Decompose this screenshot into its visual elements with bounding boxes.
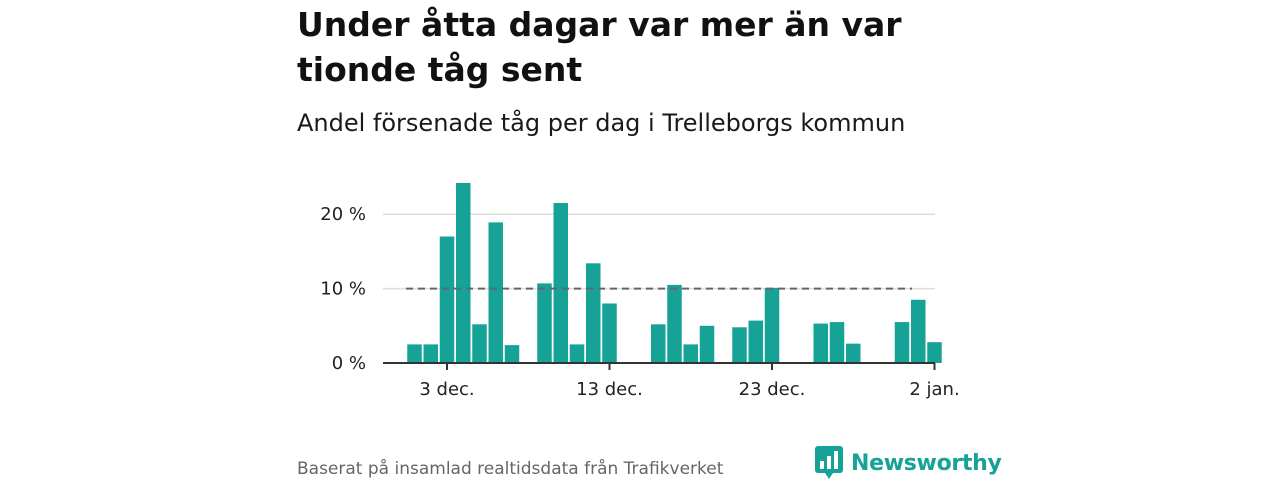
bar [472,324,487,363]
bar [504,345,520,363]
y-tick-label: 20 % [320,204,366,225]
bar [683,344,698,363]
y-tick-label: 10 % [320,279,366,300]
bar [586,263,601,363]
bars [407,182,942,363]
bar [846,343,861,363]
bar [813,323,828,363]
bar [732,327,747,363]
bar [553,203,568,363]
source-note: Baserat på insamlad realtidsdata från Tr… [297,459,724,479]
bar [456,182,471,363]
bar [829,322,845,363]
y-tick-label: 0 % [332,353,366,374]
bar [651,324,666,363]
brand-logo: Newsworthy [815,446,1002,480]
bar [569,344,585,363]
bar [602,303,617,363]
bar [894,322,910,363]
bar [423,344,438,363]
bar [764,287,780,363]
x-tick-label: 23 dec. [739,379,806,400]
x-tick-label: 3 dec. [419,379,474,400]
bar [537,283,552,363]
bar [488,222,503,363]
brand-name: Newsworthy [851,450,1002,476]
bar [439,236,455,363]
bar-chart-speech-bubble-icon [815,446,843,479]
bar [699,325,715,363]
chart-title: Under åtta dagar var mer än var tionde t… [297,5,902,89]
bar [667,284,682,363]
bar [911,299,926,363]
bar [748,320,763,363]
x-tick-label: 2 jan. [909,379,959,400]
bar [407,344,422,363]
x-tick-label: 13 dec. [576,379,643,400]
bar [927,342,942,363]
chart-subtitle: Andel försenade tåg per dag i Trelleborg… [297,109,906,137]
axes: 0 % 10 % 20 % 3 dec. 13 dec. 23 dec. 2 jan. [320,204,959,400]
